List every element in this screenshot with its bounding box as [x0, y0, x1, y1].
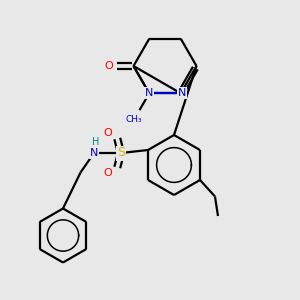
Text: H: H — [92, 136, 99, 147]
Text: S: S — [117, 146, 125, 160]
Text: O: O — [104, 168, 112, 178]
Text: O: O — [104, 128, 112, 138]
Text: N: N — [90, 148, 98, 158]
Text: O: O — [104, 61, 113, 71]
Text: N: N — [145, 88, 153, 98]
Text: CH₃: CH₃ — [126, 115, 142, 124]
Text: N: N — [178, 88, 186, 98]
